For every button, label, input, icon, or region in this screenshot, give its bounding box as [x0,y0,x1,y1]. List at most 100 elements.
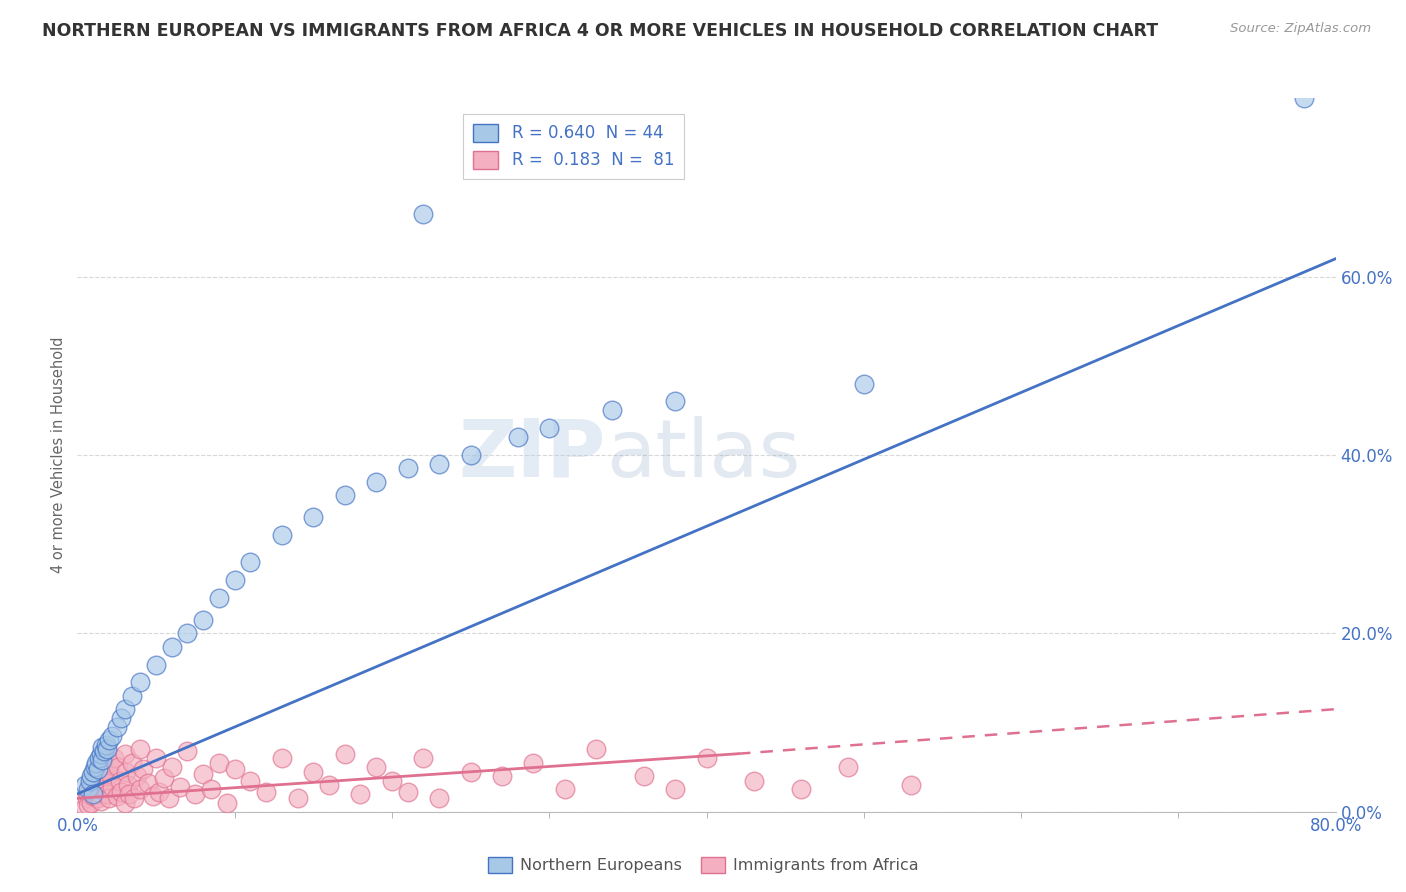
Point [176,744,198,758]
Point [239,555,262,569]
Point [366,475,388,489]
Point [148,785,170,799]
Point [108,773,131,788]
Point [460,448,482,462]
Point [90,794,112,808]
Point [105,720,128,734]
Point [90,747,112,761]
Point [396,785,419,799]
Point [114,796,136,810]
Point [600,403,623,417]
Point [96,742,118,756]
Point [412,751,434,765]
Legend: Northern Europeans, Immigrants from Africa: Northern Europeans, Immigrants from Afri… [481,850,925,880]
Point [118,787,141,801]
Point [79,782,101,797]
Point [122,791,145,805]
Point [208,756,231,770]
Point [94,776,117,790]
Point [191,767,215,781]
Point [200,782,222,797]
Point [491,769,513,783]
Point [270,751,292,765]
Point [333,747,356,761]
Point [114,747,136,761]
Point [91,782,114,797]
Point [97,791,120,805]
Point [75,778,97,792]
Point [76,791,98,805]
Point [84,785,107,799]
Point [160,760,183,774]
Point [852,376,875,391]
Point [287,791,309,805]
Point [538,421,561,435]
Point [98,767,121,781]
Point [91,740,114,755]
Text: NORTHERN EUROPEAN VS IMMIGRANTS FROM AFRICA 4 OR MORE VEHICLES IN HOUSEHOLD CORR: NORTHERN EUROPEAN VS IMMIGRANTS FROM AFR… [42,22,1159,40]
Point [142,789,165,803]
Point [82,778,104,792]
Point [87,791,110,805]
Point [129,782,152,797]
Point [302,764,325,779]
Point [157,791,180,805]
Point [121,689,143,703]
Point [79,773,101,788]
Point [91,753,114,767]
Point [145,751,167,765]
Point [427,791,450,805]
Legend: R = 0.640  N = 44, R =  0.183  N =  81: R = 0.640 N = 44, R = 0.183 N = 81 [463,113,683,179]
Point [127,769,149,783]
Point [82,787,104,801]
Point [396,461,419,475]
Point [427,457,450,471]
Point [77,787,100,801]
Y-axis label: 4 or more Vehicles in Household: 4 or more Vehicles in Household [51,336,66,574]
Point [191,613,215,627]
Point [224,762,246,776]
Point [208,591,231,605]
Point [506,430,529,444]
Point [101,780,124,794]
Point [87,762,110,776]
Point [82,789,104,803]
Point [80,796,103,810]
Text: atlas: atlas [606,416,800,494]
Point [153,771,176,785]
Point [664,782,686,797]
Point [87,780,110,794]
Point [366,760,388,774]
Point [1294,91,1316,105]
Point [145,657,167,672]
Point [176,626,198,640]
Point [82,764,104,779]
Point [169,780,191,794]
Point [664,394,686,409]
Point [215,796,238,810]
Point [105,789,128,803]
Point [522,756,544,770]
Point [94,738,117,752]
Point [103,751,125,765]
Point [381,773,404,788]
Point [837,760,859,774]
Point [84,756,107,770]
Point [349,787,371,801]
Point [633,769,655,783]
Point [136,776,159,790]
Point [270,528,292,542]
Point [239,773,262,788]
Point [110,785,132,799]
Point [302,510,325,524]
Point [742,773,765,788]
Point [114,702,136,716]
Point [93,762,115,776]
Point [97,733,120,747]
Point [460,764,482,779]
Point [91,771,114,785]
Point [90,764,112,779]
Point [83,760,105,774]
Point [115,764,138,779]
Point [254,785,277,799]
